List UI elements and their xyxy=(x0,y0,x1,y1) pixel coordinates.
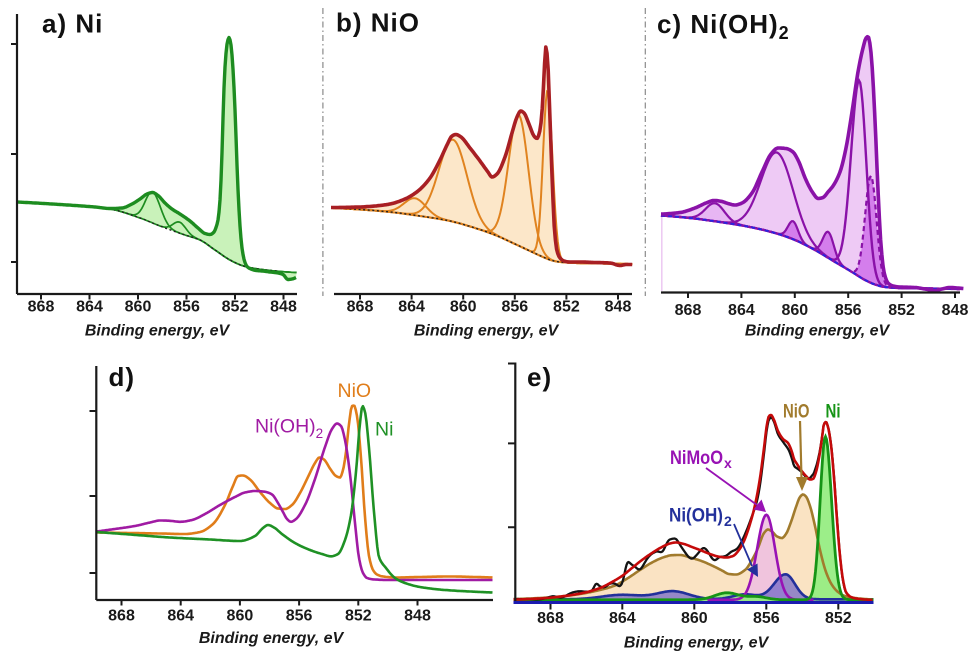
svg-text:c) Ni(OH)2: c) Ni(OH)2 xyxy=(657,9,790,43)
svg-text:856: 856 xyxy=(173,299,200,316)
svg-text:848: 848 xyxy=(605,299,632,316)
svg-text:864: 864 xyxy=(398,299,425,316)
svg-text:860: 860 xyxy=(227,608,254,625)
svg-text:868: 868 xyxy=(675,302,702,319)
svg-text:NiO: NiO xyxy=(783,401,810,423)
svg-text:852: 852 xyxy=(825,610,852,627)
svg-text:848: 848 xyxy=(942,302,969,319)
svg-text:868: 868 xyxy=(537,610,564,627)
svg-text:856: 856 xyxy=(286,608,313,625)
svg-text:852: 852 xyxy=(553,299,580,316)
svg-text:NiMoO: NiMoO xyxy=(670,447,723,469)
svg-text:856: 856 xyxy=(835,302,862,319)
svg-text:Binding energy, eV: Binding energy, eV xyxy=(624,635,770,651)
svg-text:852: 852 xyxy=(888,302,915,319)
svg-text:868: 868 xyxy=(28,299,55,316)
svg-text:864: 864 xyxy=(728,302,755,319)
svg-text:868: 868 xyxy=(347,299,374,316)
svg-text:Ni: Ni xyxy=(375,419,393,441)
svg-text:848: 848 xyxy=(404,608,431,625)
svg-text:852: 852 xyxy=(345,608,372,625)
svg-text:e): e) xyxy=(527,362,552,392)
svg-text:Binding energy, eV: Binding energy, eV xyxy=(85,323,231,340)
svg-text:Binding energy, eV: Binding energy, eV xyxy=(199,630,345,647)
svg-text:2: 2 xyxy=(724,513,732,529)
svg-text:a) Ni: a) Ni xyxy=(42,9,103,39)
svg-text:b) NiO: b) NiO xyxy=(336,8,420,38)
svg-text:864: 864 xyxy=(76,299,103,316)
svg-text:Ni: Ni xyxy=(826,401,841,423)
svg-text:864: 864 xyxy=(609,610,636,627)
svg-text:x: x xyxy=(724,455,732,471)
svg-text:848: 848 xyxy=(270,299,297,316)
svg-text:852: 852 xyxy=(222,299,249,316)
svg-text:860: 860 xyxy=(781,302,808,319)
svg-text:860: 860 xyxy=(450,299,477,316)
svg-text:NiO: NiO xyxy=(338,380,372,402)
svg-text:860: 860 xyxy=(125,299,152,316)
svg-text:864: 864 xyxy=(167,608,194,625)
svg-text:860: 860 xyxy=(681,610,708,627)
svg-text:Binding energy, eV: Binding energy, eV xyxy=(414,323,560,340)
svg-text:d): d) xyxy=(109,362,136,392)
svg-text:856: 856 xyxy=(753,610,780,627)
svg-text:Ni(OH): Ni(OH) xyxy=(669,505,723,527)
svg-text:Ni(OH)2: Ni(OH)2 xyxy=(255,416,323,442)
svg-text:856: 856 xyxy=(501,299,528,316)
svg-text:868: 868 xyxy=(108,608,135,625)
svg-text:Binding energy, eV: Binding energy, eV xyxy=(745,323,891,340)
